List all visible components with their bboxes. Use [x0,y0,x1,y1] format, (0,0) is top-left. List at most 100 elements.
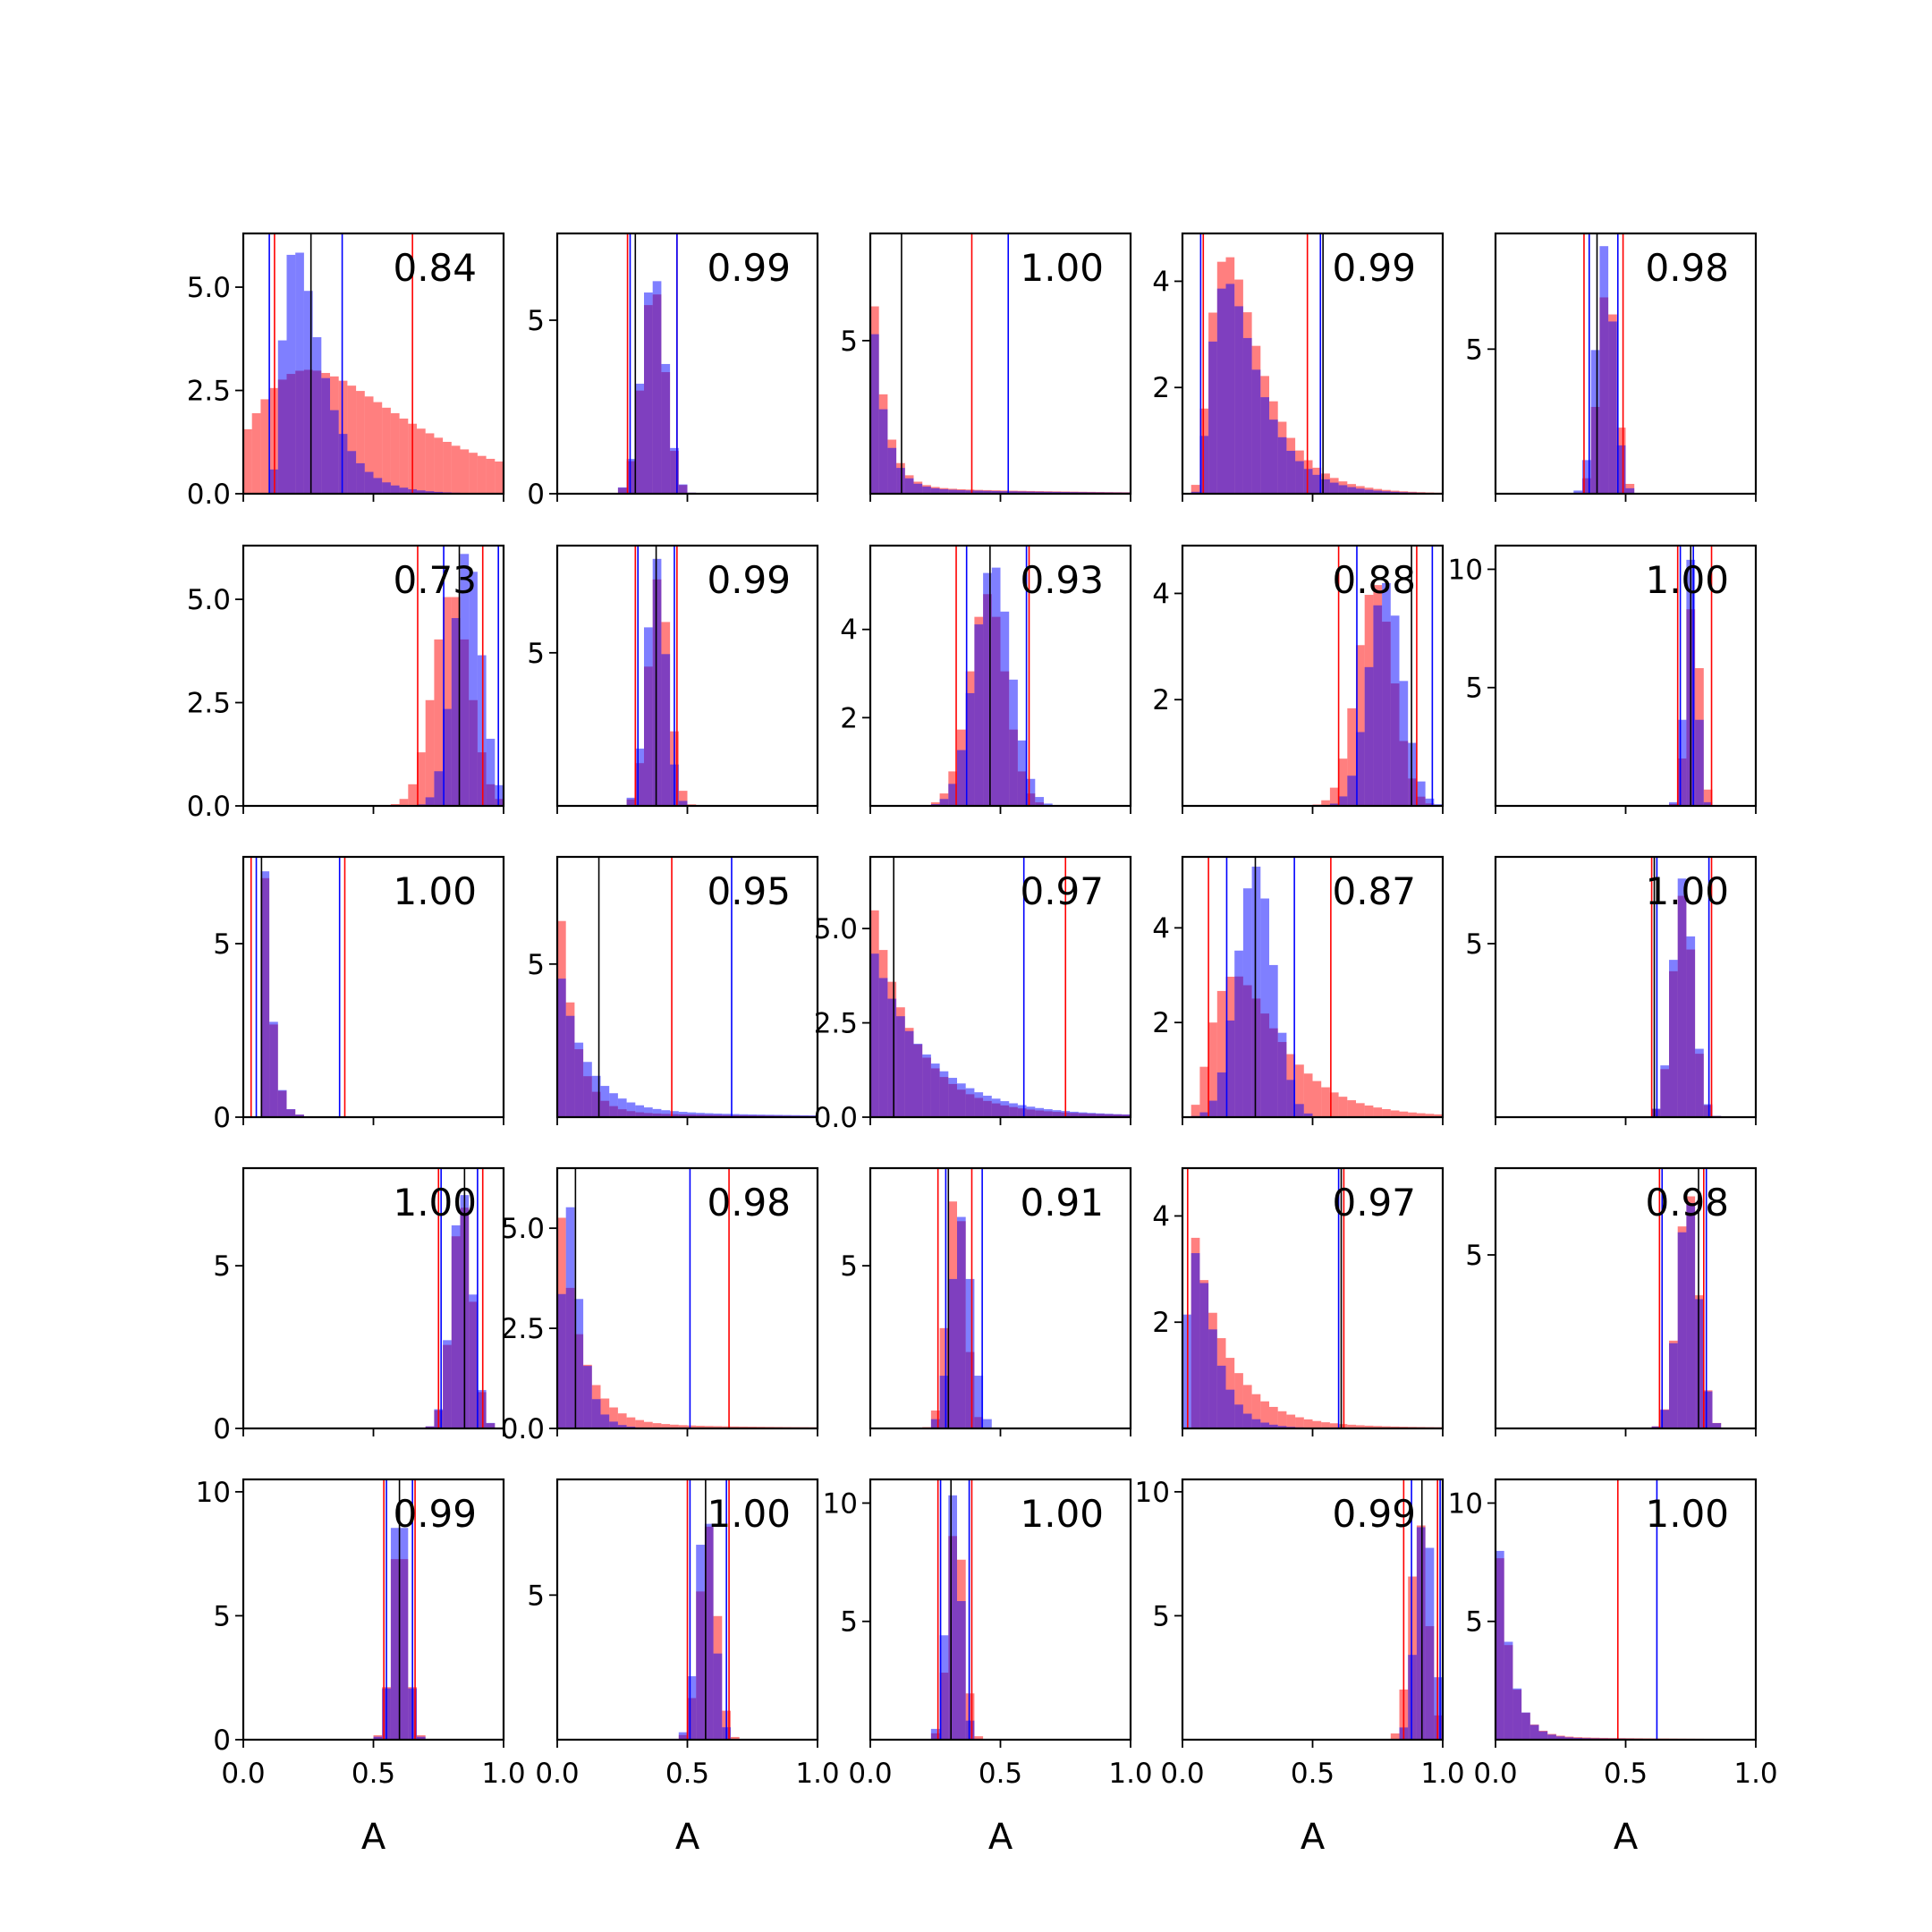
y-tick-label: 0 [213,1724,231,1757]
y-tick-label: 4 [1152,266,1170,298]
panel-value-label: 0.99 [707,246,791,290]
histogram-bar-red [486,458,496,494]
histogram-bar-blue [1703,1104,1713,1117]
histogram-bar-blue [1242,1413,1252,1428]
histogram-bar-red [731,1426,740,1428]
histogram-bar-blue [1017,740,1027,806]
histogram-bar-red [1408,1112,1417,1117]
subplot-1-5: 50.98 [1465,232,1758,502]
histogram-bar-red [1329,787,1339,806]
histogram-bar-blue [939,799,949,806]
histogram-bar-blue [765,1114,775,1117]
y-tick-label: 2 [1152,1007,1170,1039]
histogram-bar-blue [878,409,888,494]
histogram-bar-red [965,1693,975,1740]
histogram-bar-red [1321,800,1330,806]
subplot-3-3: 0.0 2.5 5.0 0.97 [814,855,1132,1134]
histogram-bar-blue [626,1102,636,1117]
histogram-bar-blue [904,1030,914,1117]
histogram-bar-blue [1686,936,1696,1117]
histogram-bar-blue [930,1728,940,1740]
histogram-bar-red [600,1398,610,1428]
histogram-bar-blue [991,1098,1001,1117]
histogram-bar-blue [939,1635,949,1740]
y-tick-label: 5 [1152,1600,1170,1632]
histogram-bar-blue [1277,1426,1287,1428]
histogram-bar-blue [1312,474,1322,494]
histogram-bar-red [1364,1425,1374,1428]
histogram-bar-blue [1208,1329,1217,1428]
histogram-bar-blue [1260,397,1269,494]
y-tick-label: 10 [196,1477,231,1509]
histogram-bar-red [451,445,461,494]
histogram-bar-blue [1191,1253,1200,1428]
subplot-4-5: 50.98 [1465,1166,1758,1436]
histogram-bar-blue [1625,487,1635,494]
subplot-2-5: 5 10 1.00 [1448,544,1758,814]
histogram-bar-blue [948,1495,957,1740]
y-tick-label: 5 [840,326,858,358]
histogram-bar-blue [617,487,627,494]
histogram-bar-red [1416,1113,1426,1117]
y-tick-label: 2.5 [814,1008,858,1040]
histogram-bar-blue [1712,1423,1722,1428]
histogram-bar-blue [1347,775,1356,806]
histogram-bar-blue [600,1086,610,1117]
histogram-bar-blue [1382,582,1391,806]
panel-value-label: 1.00 [393,869,477,913]
histogram-bar-red [704,1426,714,1428]
histogram-bar-blue [965,490,975,494]
x-axis-label: A [1301,1817,1326,1858]
histogram-bar-blue [678,1112,688,1117]
histogram-bar-blue [896,1016,905,1117]
histogram-bar-blue [974,624,984,806]
histogram-bar-blue [617,1098,627,1117]
histogram-bar-red [356,391,365,494]
y-tick-label: 10 [1135,1477,1170,1509]
histogram-bar-blue [1347,487,1356,494]
histogram-bar-red [1356,1103,1365,1117]
panel-value-label: 0.84 [393,246,477,290]
histogram-bar-blue [713,1113,723,1117]
histogram-bar-blue [1416,1527,1426,1740]
histogram-bar-blue [635,1105,644,1117]
panel-value-label: 0.99 [1332,246,1416,290]
histogram-bar-red [974,1736,984,1740]
histogram-bar-blue [626,459,636,494]
subplot-5-1: 0 5 10 0.0 0.5 1.0 A 0.99 [196,1477,526,1858]
histogram-bar-blue [1686,1203,1696,1428]
histogram-bar-blue [295,1114,304,1117]
histogram-bar-red [1329,1423,1339,1428]
histogram-bar-red [408,784,417,806]
histogram-bar-red [1277,1411,1287,1428]
histogram-bar-blue [1416,781,1426,806]
panel-value-label: 0.95 [707,869,791,913]
histogram-bar-red [269,387,278,494]
histogram-bar-blue [922,487,931,494]
histogram-bar-blue [1425,798,1435,806]
histogram-bar-blue [739,1114,749,1117]
histogram-bar-blue [1295,461,1304,494]
histogram-bar-blue [277,340,287,494]
histogram-bar-blue [1504,1641,1513,1740]
histogram-bar-red [1347,708,1356,806]
histogram-bar-blue [1225,1020,1235,1117]
histogram-bar-blue [1677,719,1687,806]
histogram-bar-red [1356,1425,1365,1428]
y-tick-label: 2.5 [187,376,231,408]
histogram-bar-red [635,1419,644,1428]
y-tick-label: 2 [840,702,858,734]
histogram-bar-red [1373,1107,1383,1117]
subplot-3-5: 51.00 [1465,855,1758,1125]
histogram-bar-blue [670,1111,679,1117]
histogram-bar-blue [887,447,897,494]
histogram-bar-red [1260,1401,1269,1428]
histogram-bar-blue [1373,605,1383,806]
y-tick-label: 0.0 [814,1102,858,1134]
histogram-bar-blue [1070,1111,1079,1117]
y-tick-label: 5 [1465,1606,1483,1639]
histogram-bar-blue [1035,797,1044,806]
histogram-bar-blue [1651,1426,1661,1428]
histogram-bar-blue [1425,1547,1435,1740]
y-tick-label: 4 [840,614,858,647]
